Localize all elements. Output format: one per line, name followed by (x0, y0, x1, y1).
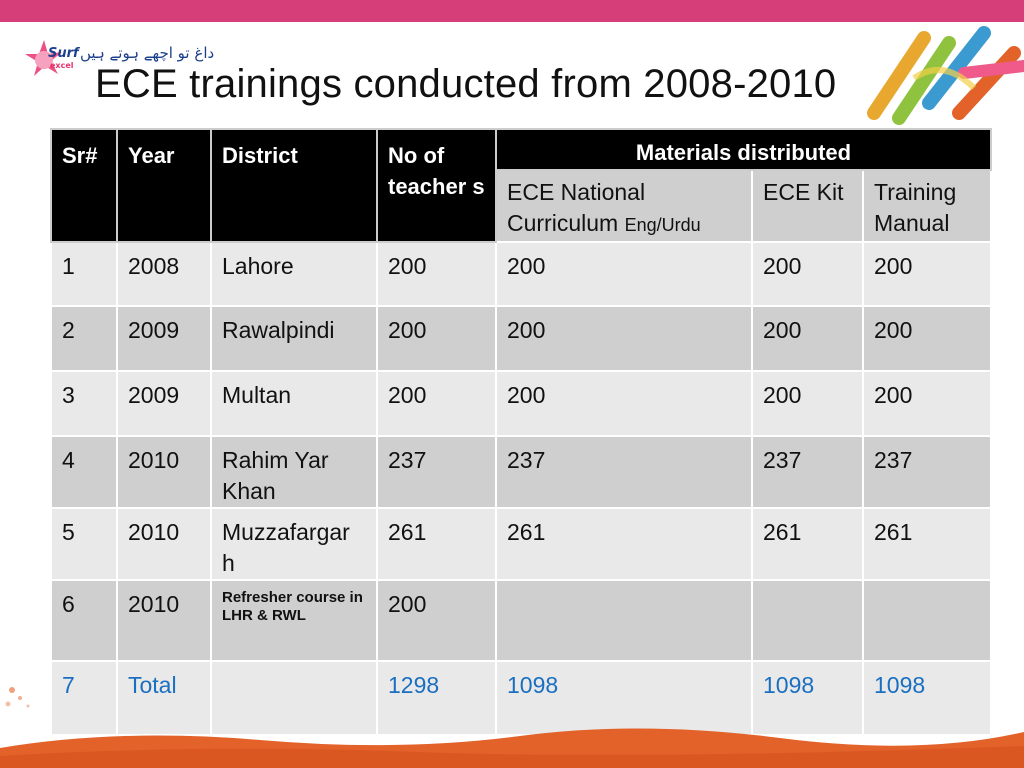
table-row: 6 2010 Refresher course in LHR & RWL 200 (50, 579, 993, 662)
table-subheader-row: ECE National Curriculum Eng/Urdu ECE Kit… (51, 169, 993, 243)
cell-district: Rahim Yar Khan (210, 435, 378, 509)
trainings-table: Sr# Year District No of teacher s Materi… (50, 128, 993, 736)
cell-manual: 200 (861, 305, 993, 372)
paint-splash-decoration-icon (5, 687, 30, 708)
crayons-decoration-icon (867, 26, 1024, 125)
table-row: 2 2009 Rawalpindi 200 200 200 200 (50, 305, 993, 372)
cell-curriculum: 261 (495, 507, 753, 581)
cell-teachers: 261 (376, 507, 497, 581)
cell-year: 2010 (116, 579, 212, 662)
cell-curriculum (495, 579, 753, 662)
cell-sr: 3 (50, 370, 118, 437)
total-sr: 7 (50, 660, 118, 736)
header-teachers: No of teacher s (376, 128, 497, 243)
header-curriculum-lang: Eng/Urdu (624, 215, 701, 235)
header-manual: Training Manual (861, 169, 993, 243)
svg-text:Surf: Surf (48, 46, 81, 61)
cell-sr: 5 (50, 507, 118, 581)
cell-teachers: 200 (376, 579, 497, 662)
logo-urdu-slogan: داغ تو اچھے ہوتے ہیں (80, 44, 215, 62)
cell-district: Multan (210, 370, 378, 437)
total-teachers: 1298 (376, 660, 497, 736)
cell-teachers: 200 (376, 370, 497, 437)
bottom-paint-stroke (0, 728, 1024, 768)
header-kit: ECE Kit (751, 169, 864, 243)
header-year: Year (116, 128, 212, 243)
cell-manual: 261 (861, 507, 993, 581)
cell-district-note: Refresher course in LHR & RWL (210, 579, 378, 662)
cell-manual (861, 579, 993, 662)
total-district (210, 660, 378, 736)
table-row: 3 2009 Multan 200 200 200 200 (50, 370, 993, 437)
cell-sr: 1 (50, 241, 118, 307)
header-materials: Materials distributed (494, 128, 993, 171)
header-curriculum: ECE National Curriculum Eng/Urdu (495, 169, 753, 243)
header-sr: Sr# (50, 128, 118, 243)
cell-district: Lahore (210, 241, 378, 307)
cell-teachers: 200 (376, 305, 497, 372)
total-curriculum: 1098 (495, 660, 753, 736)
cell-year: 2008 (116, 241, 212, 307)
cell-curriculum: 200 (495, 370, 753, 437)
cell-year: 2009 (116, 370, 212, 437)
top-accent-bar (0, 0, 1024, 22)
cell-sr: 6 (50, 579, 118, 662)
cell-teachers: 200 (376, 241, 497, 307)
table-row: 4 2010 Rahim Yar Khan 237 237 237 237 (50, 435, 993, 509)
cell-district: Muzzafargar h (210, 507, 378, 581)
cell-year: 2009 (116, 305, 212, 372)
surf-excel-logo: Surf excel (25, 40, 81, 76)
cell-kit (751, 579, 864, 662)
total-kit: 1098 (751, 660, 864, 736)
header-district: District (210, 128, 378, 243)
cell-kit: 261 (751, 507, 864, 581)
svg-text:excel: excel (50, 61, 74, 70)
header-curriculum-label: ECE National Curriculum (507, 179, 646, 236)
cell-manual: 237 (861, 435, 993, 509)
cell-teachers: 237 (376, 435, 497, 509)
cell-kit: 200 (751, 305, 864, 372)
cell-district: Rawalpindi (210, 305, 378, 372)
cell-kit: 200 (751, 370, 864, 437)
cell-year: 2010 (116, 507, 212, 581)
total-manual: 1098 (861, 660, 993, 736)
table-row: 5 2010 Muzzafargar h 261 261 261 261 (50, 507, 993, 581)
cell-sr: 4 (50, 435, 118, 509)
total-label: Total (116, 660, 212, 736)
cell-curriculum: 200 (495, 241, 753, 307)
cell-kit: 200 (751, 241, 864, 307)
table-row: 1 2008 Lahore 200 200 200 200 (50, 241, 993, 307)
cell-kit: 237 (751, 435, 864, 509)
cell-year: 2010 (116, 435, 212, 509)
cell-curriculum: 237 (495, 435, 753, 509)
table-total-row: 7 Total 1298 1098 1098 1098 (50, 660, 993, 736)
cell-manual: 200 (861, 370, 993, 437)
table-header-row: Sr# Year District No of teacher s Materi… (50, 128, 993, 243)
cell-sr: 2 (50, 305, 118, 372)
cell-manual: 200 (861, 241, 993, 307)
cell-curriculum: 200 (495, 305, 753, 372)
slide-title: ECE trainings conducted from 2008-2010 (95, 62, 837, 106)
